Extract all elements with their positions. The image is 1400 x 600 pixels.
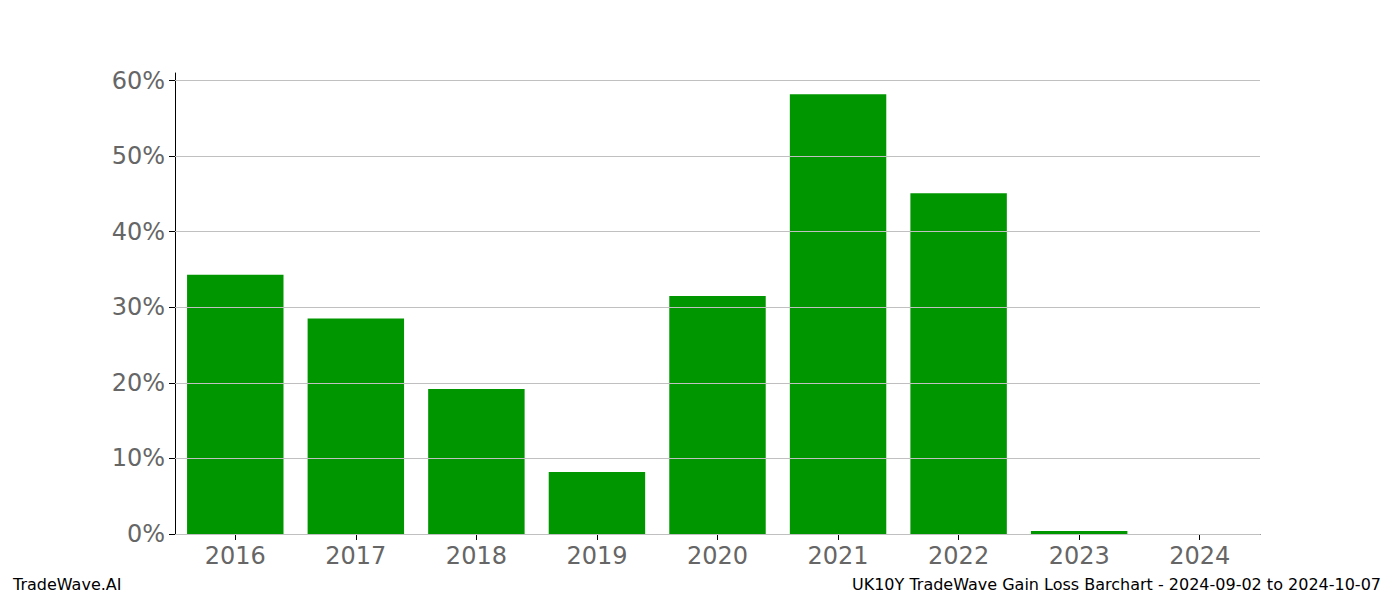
svg-text:20%: 20% (112, 369, 165, 397)
svg-text:60%: 60% (112, 67, 165, 95)
svg-text:10%: 10% (112, 444, 165, 472)
svg-text:2018: 2018 (446, 542, 507, 570)
svg-text:2019: 2019 (566, 542, 627, 570)
svg-text:UK10Y TradeWave Gain Loss Barc: UK10Y TradeWave Gain Loss Barchart - 202… (852, 575, 1381, 594)
svg-text:2022: 2022 (928, 542, 989, 570)
svg-text:2017: 2017 (325, 542, 386, 570)
svg-text:2024: 2024 (1169, 542, 1230, 570)
svg-text:50%: 50% (112, 142, 165, 170)
svg-text:40%: 40% (112, 218, 165, 246)
svg-text:30%: 30% (112, 293, 165, 321)
svg-text:2023: 2023 (1049, 542, 1110, 570)
svg-text:2016: 2016 (205, 542, 266, 570)
svg-text:2021: 2021 (808, 542, 869, 570)
svg-text:0%: 0% (127, 520, 165, 548)
svg-text:2020: 2020 (687, 542, 748, 570)
svg-text:TradeWave.AI: TradeWave.AI (12, 575, 121, 594)
